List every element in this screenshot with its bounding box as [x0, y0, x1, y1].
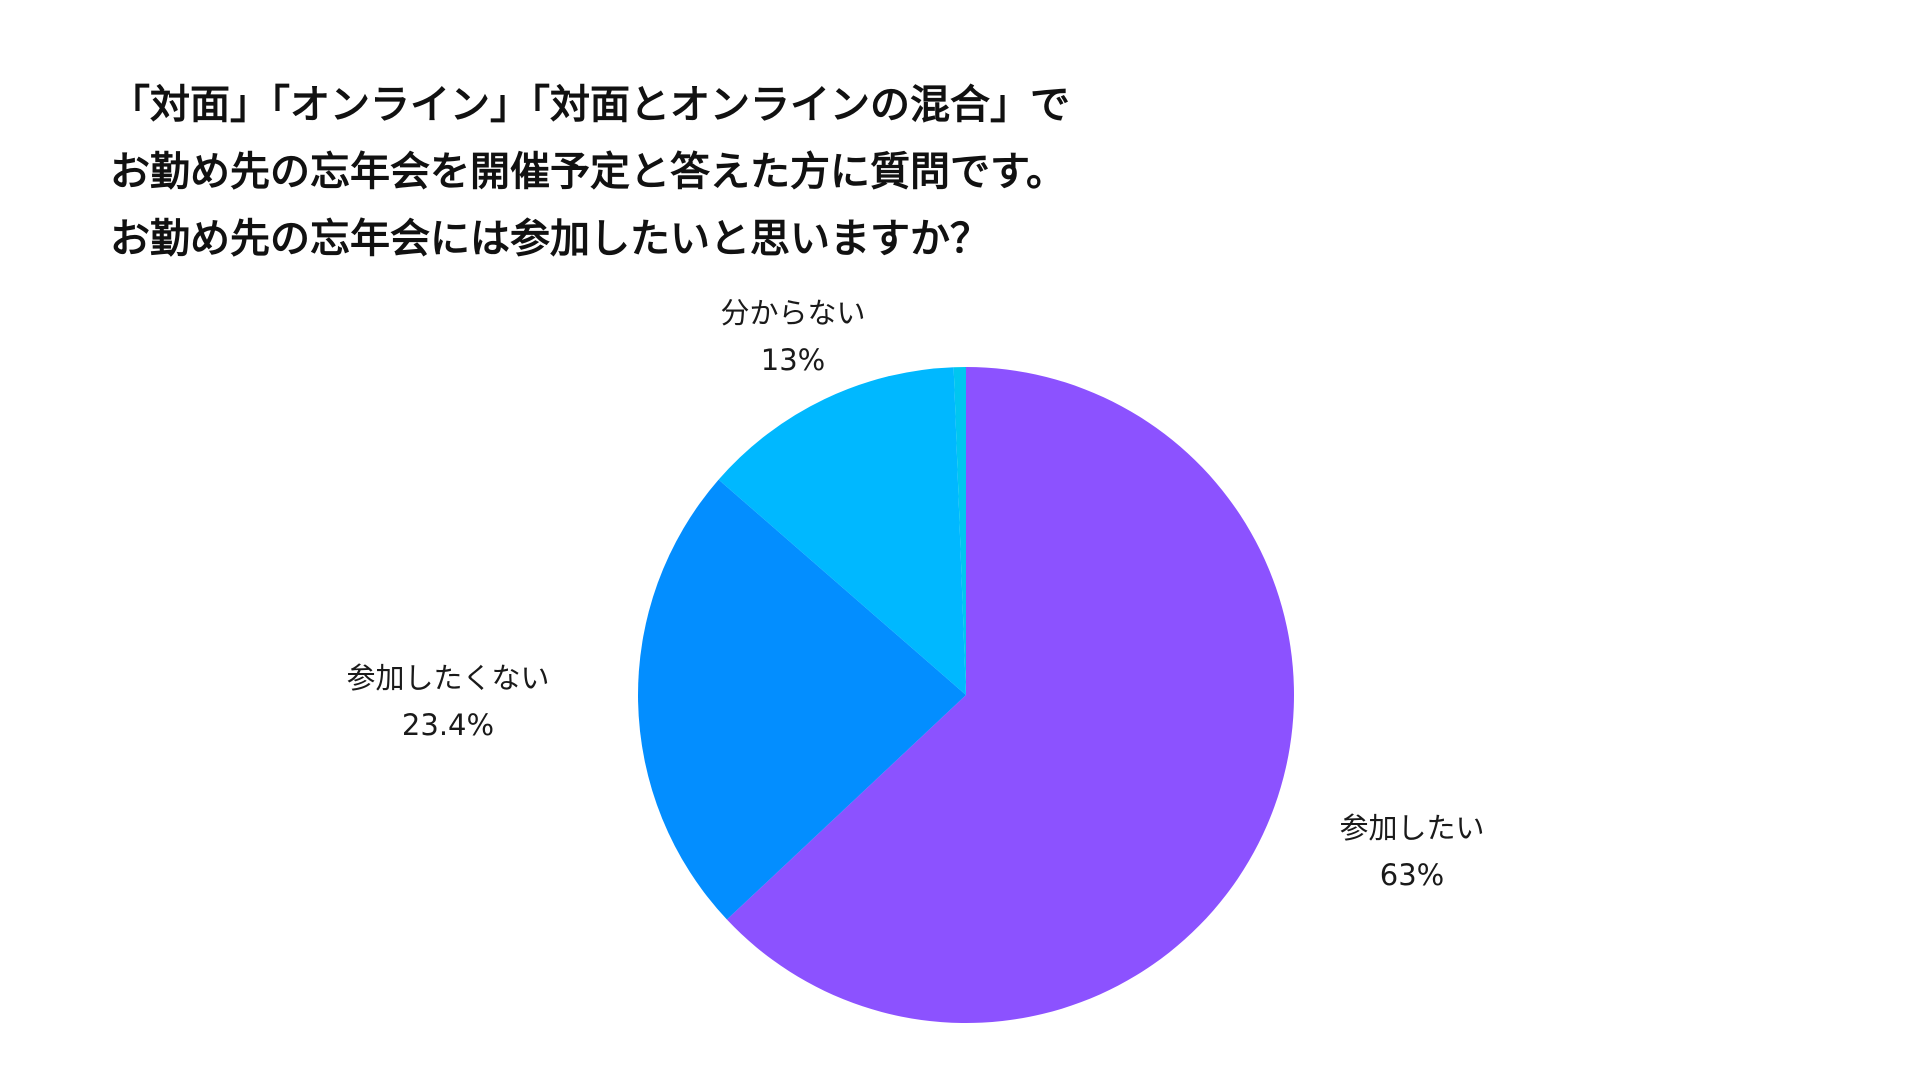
pie-slice-0	[726, 367, 1295, 1023]
slice-value-text: 23.4%	[402, 708, 494, 742]
pie-slices	[638, 366, 1295, 1023]
slice-label-wakaranai: 分からない 13%	[720, 296, 865, 377]
slice-value-text: 13%	[761, 343, 825, 377]
slice-label-text: 参加したい	[1339, 811, 1484, 845]
chart-title-line-2: お勤め先の忘年会を開催予定と答えた方に質問です。	[110, 149, 1066, 195]
pie-slice-2	[718, 367, 966, 695]
slice-label-sanka-shitakunai: 参加したくない 23.4%	[346, 661, 549, 742]
slice-label-sanka-shitai: 参加したい 63%	[1339, 811, 1484, 892]
chart-title: 「対面」「オンライン」「対面とオンラインの混合」で お勤め先の忘年会を開催予定と…	[110, 82, 1070, 262]
pie-slice-1	[638, 479, 966, 920]
slice-value-text: 63%	[1380, 858, 1444, 892]
slice-label-text: 分からない	[720, 296, 865, 330]
slice-label-text: 参加したくない	[346, 661, 549, 695]
chart-title-line-3: お勤め先の忘年会には参加したいと思いますか？	[110, 216, 990, 262]
chart-title-line-1: 「対面」「オンライン」「対面とオンラインの混合」で	[110, 82, 1070, 128]
pie-slice-3	[953, 366, 966, 695]
